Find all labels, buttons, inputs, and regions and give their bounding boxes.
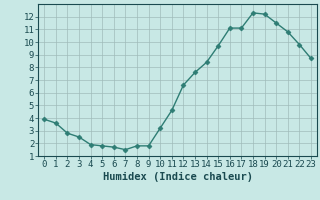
X-axis label: Humidex (Indice chaleur): Humidex (Indice chaleur) — [103, 172, 252, 182]
